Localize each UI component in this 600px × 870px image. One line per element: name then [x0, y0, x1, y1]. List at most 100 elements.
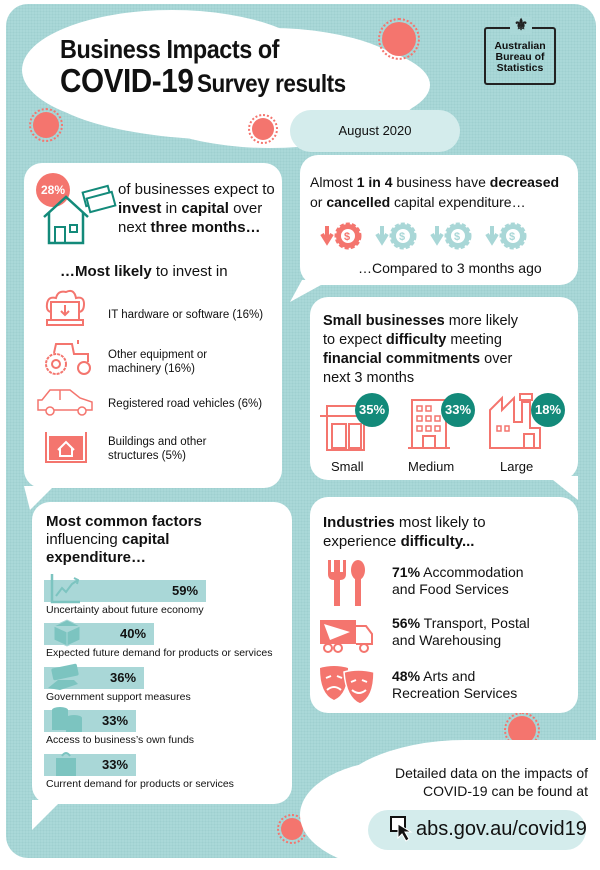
factors-heading-bold-3: expenditure…	[46, 549, 147, 566]
most-likely-bold: Most likely	[75, 263, 152, 280]
industry-pct: 71%	[392, 564, 421, 580]
decrease-gear-icon-teal: $	[375, 222, 417, 250]
factors-heading-2: influencing	[46, 531, 122, 548]
size-statement: Small businesses more likely to expect d…	[323, 312, 578, 388]
abs-covid19-link[interactable]: abs.gov.au/covid19	[416, 818, 587, 840]
factor-pct: 36%	[110, 670, 137, 685]
factors-panel	[32, 502, 292, 804]
industries-heading-bold-2: difficulty...	[400, 533, 475, 550]
page-title: Business Impacts of COVID-19 Survey resu…	[60, 36, 378, 97]
invest-statement: of businesses expect to invest in capita…	[118, 180, 278, 237]
title-covid: COVID-19	[60, 62, 194, 99]
invest-text-bold-1: invest	[118, 200, 162, 217]
buildings-line1: Buildings and other	[108, 436, 207, 448]
industry-label-2: Recreation Services	[392, 685, 518, 701]
house-money-icon	[43, 184, 117, 245]
money-hand-icon	[48, 663, 79, 690]
industry-arts: 48% Arts and Recreation Services	[392, 668, 517, 702]
factor-pct: 33%	[102, 757, 129, 772]
medium-office-icon	[408, 399, 450, 449]
factors-panel-tail	[32, 800, 62, 830]
shopping-bag-icon	[56, 752, 76, 776]
theatre-masks-icon	[320, 666, 375, 705]
most-likely-rest: to invest in	[151, 263, 228, 280]
invest-text-bold-3: three months…	[150, 219, 261, 236]
equipment-line1: Other equipment or	[108, 349, 208, 361]
cutlery-icon	[328, 560, 365, 606]
virus-icon	[29, 108, 63, 142]
ellipsis: …	[60, 263, 75, 280]
size-text-bold-1: Small businesses	[323, 313, 445, 329]
equipment-line2: machinery (16%)	[108, 363, 195, 375]
tractor-icon	[45, 340, 91, 375]
invest-pct-badge: 28%	[36, 173, 70, 207]
factor-label: Uncertainty about future economy	[46, 604, 204, 616]
capex-text-3: or	[310, 194, 327, 210]
laptop-cloud-icon	[45, 289, 86, 326]
industry-transport: 56% Transport, Postal and Warehousing	[392, 615, 530, 649]
capex-panel-tail	[290, 280, 330, 302]
medium-pct-badge: 33%	[441, 393, 475, 427]
invest-item-it: IT hardware or software (16%)	[108, 309, 264, 321]
chart-up-icon	[50, 574, 80, 604]
capex-compared-note: …Compared to 3 months ago	[358, 260, 542, 276]
size-panel-tail	[548, 476, 578, 500]
industry-label-2: and Food Services	[392, 581, 509, 597]
factor-pct: 59%	[172, 583, 199, 598]
capex-text-1: Almost	[310, 174, 357, 190]
factor-label: Access to business’s own funds	[46, 734, 195, 746]
factor-label: Expected future demand for products or s…	[46, 647, 273, 659]
decrease-gear-icon-teal: $	[485, 222, 527, 250]
invest-text-3: over	[228, 200, 263, 217]
most-likely-heading: …Most likely to invest in	[60, 263, 228, 280]
buildings-line2: structures (5%)	[108, 450, 186, 462]
truck-icon	[320, 620, 373, 653]
factor-pct: 40%	[120, 626, 147, 641]
capex-text-bold-1: 1 in 4	[356, 174, 393, 190]
box-icon	[52, 619, 82, 647]
logo-text-2: Bureau of	[495, 51, 545, 63]
footer-line-1: Detailed data on the impacts of	[394, 765, 588, 781]
factors-heading-bold-1: Most common factors	[46, 513, 202, 530]
industry-label-1: Arts and	[420, 668, 476, 684]
abs-logo: ⚜ Australian Bureau of Statistics	[484, 17, 556, 85]
logo-text-3: Statistics	[496, 62, 544, 74]
date-cloud	[290, 110, 460, 152]
click-icon	[390, 816, 413, 842]
capex-text-2: business have	[392, 174, 490, 190]
svg-text:$: $	[454, 231, 460, 243]
capex-text-bold-3: cancelled	[326, 194, 391, 210]
size-label-small: Small	[331, 459, 364, 474]
decrease-gear-icon-red: $	[320, 222, 362, 250]
virus-icon	[248, 114, 278, 144]
svg-text:$: $	[399, 231, 405, 243]
factors-heading-bold-2: capital	[121, 531, 170, 548]
title-line1: Business Impacts of	[60, 34, 280, 64]
size-text-4: over	[480, 351, 513, 367]
invest-item-equipment: Other equipment or machinery (16%)	[108, 348, 207, 376]
industry-pct: 56%	[392, 615, 421, 631]
size-text-bold-3: financial commitments	[323, 351, 481, 367]
building-plan-icon	[45, 432, 87, 463]
size-label-medium: Medium	[408, 459, 455, 474]
capex-panel	[300, 155, 578, 285]
large-pct-badge: 18%	[531, 393, 565, 427]
industries-heading: Industries most likely to experience dif…	[323, 513, 486, 551]
car-icon	[37, 389, 93, 416]
invest-item-buildings: Buildings and other structures (5%)	[108, 435, 206, 463]
industries-heading-bold-1: Industries	[323, 514, 395, 531]
capex-text-bold-2: decreased	[489, 174, 560, 190]
decrease-gear-dollar-icons: $ $ $ $	[320, 222, 527, 250]
capex-statement: Almost 1 in 4 business have decreased or…	[310, 172, 578, 212]
industries-heading-1: most likely to	[394, 514, 486, 531]
industry-label-1: Accommodation	[420, 564, 524, 580]
invest-item-vehicles: Registered road vehicles (6%)	[108, 398, 263, 410]
footer-line-2: COVID-19 can be found at	[423, 783, 588, 799]
factor-pct: 33%	[102, 713, 129, 728]
svg-text:$: $	[344, 231, 350, 243]
virus-icon	[378, 18, 420, 60]
large-factory-icon	[489, 393, 541, 449]
size-label-large: Large	[500, 459, 534, 474]
factor-label: Current demand for products or services	[46, 778, 234, 790]
invest-text-bold-2: capital	[181, 200, 229, 217]
